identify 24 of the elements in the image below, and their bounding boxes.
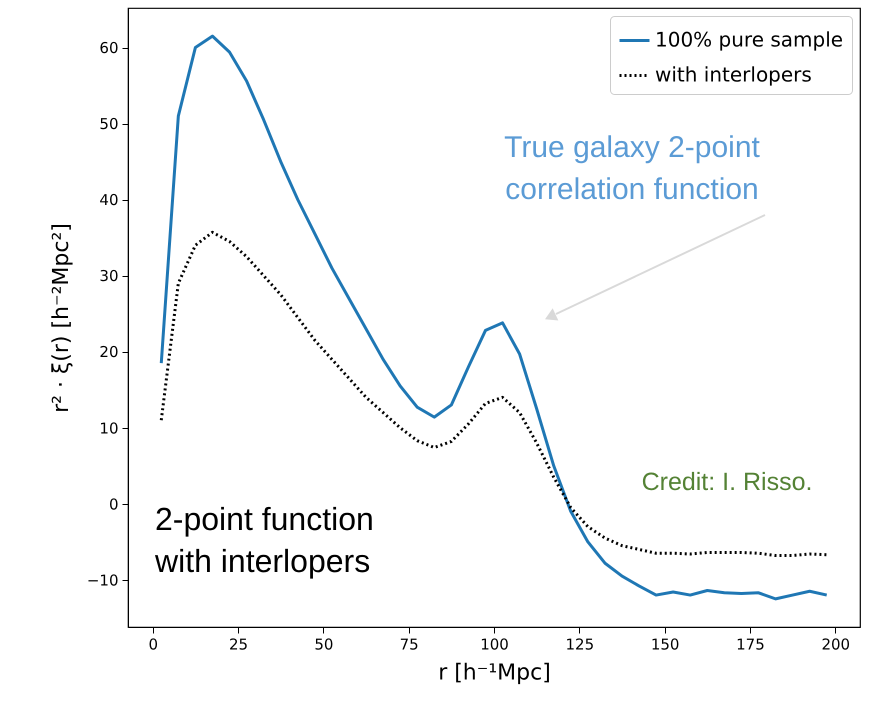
y-tick-label: −10 <box>86 571 118 590</box>
y-tick-label: 20 <box>99 343 118 362</box>
y-tick-label: 50 <box>99 115 118 134</box>
y-tick-label: 10 <box>99 419 118 438</box>
legend-label: with interlopers <box>655 62 812 86</box>
x-tick-label: 50 <box>314 636 334 654</box>
x-tick-label: 100 <box>480 636 509 654</box>
x-tick-label: 75 <box>400 636 419 654</box>
y-tick-label: 60 <box>99 39 118 58</box>
x-tick-label: 200 <box>821 636 850 654</box>
x-tick-label: 25 <box>229 636 248 654</box>
y-tick-label: 0 <box>108 495 118 514</box>
y-axis-title: r² · ξ(r) [h⁻²Mpc²] <box>48 223 74 413</box>
annotation: 2-point function with interlopers <box>154 501 374 579</box>
legend-label: 100% pure sample <box>655 28 844 52</box>
x-tick-label: 125 <box>565 636 594 654</box>
annotation: True galaxy 2-point correlation function <box>504 131 760 206</box>
y-tick-label: 40 <box>99 191 118 210</box>
x-axis-title: r [h⁻¹Mpc] <box>438 660 551 686</box>
x-tick-label: 150 <box>650 636 680 654</box>
x-tick-label: 0 <box>148 636 158 654</box>
x-tick-label: 175 <box>736 636 765 654</box>
y-tick-label: 30 <box>99 267 118 286</box>
annotation: Credit: I. Risso. <box>642 468 812 496</box>
